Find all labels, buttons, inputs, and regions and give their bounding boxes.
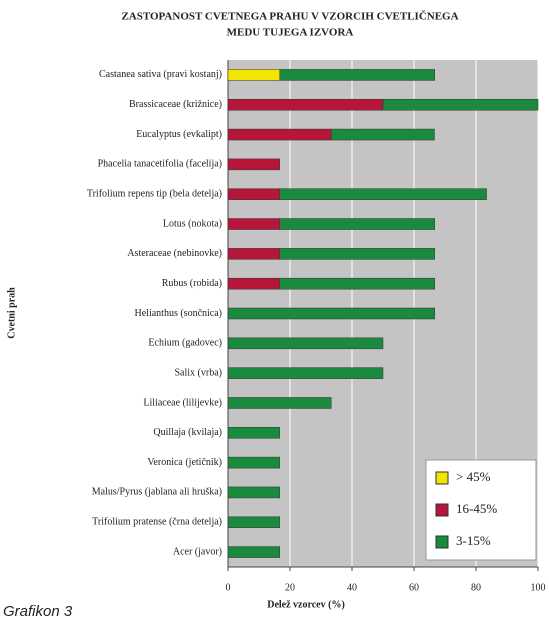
chart-title: MEDU TUJEGA IZVORA (227, 27, 354, 39)
y-tick-label: Trifolium pratense (črna detelja) (92, 517, 222, 528)
y-tick-label: Echium (gadovec) (148, 338, 222, 349)
bar-segment (227, 248, 281, 260)
bar-segment (227, 188, 281, 200)
bar-segment (227, 427, 281, 439)
y-tick-label: Malus/Pyrus (jablana ali hruška) (92, 487, 222, 498)
bar-segment (382, 98, 539, 111)
y-tick-label: Asteraceae (nebinovke) (127, 248, 222, 259)
bar-segment (279, 218, 436, 230)
y-tick-label: Salix (vrba) (175, 367, 223, 378)
legend-label: > 45% (456, 469, 491, 484)
bar-segment (227, 337, 384, 350)
legend-swatch (435, 503, 449, 517)
x-tick-label: 80 (471, 582, 481, 593)
y-tick-label: Trifolium repens tip (bela detelja) (87, 189, 222, 200)
x-tick-label: 100 (531, 582, 546, 593)
x-tick-label: 20 (285, 582, 295, 593)
y-tick-label: Liliaceae (lilijevke) (143, 397, 222, 408)
bar-segment (279, 69, 436, 81)
y-tick-label: Lotus (nokota) (163, 218, 222, 229)
y-tick-label: Helianthus (sončnica) (135, 308, 222, 319)
y-tick-label: Brassicaceae (križnice) (129, 99, 222, 110)
bar-segment (227, 456, 281, 469)
y-tick-label: Castanea sativa (pravi kostanj) (99, 69, 222, 80)
y-tick-label: Acer (javor) (173, 546, 222, 557)
bar-segment (227, 516, 281, 529)
y-tick-label: Rubus (robida) (162, 278, 222, 289)
caption: Grafikon 3 (3, 603, 73, 620)
y-axis-label: Cvetni prah (6, 287, 17, 339)
bar-segment (279, 188, 487, 200)
bar-segment (227, 307, 436, 320)
y-tick-label: Eucalyptus (evkalipt) (136, 129, 222, 140)
x-axis-label: Delež vzorcev (%) (267, 599, 345, 610)
bar-segment (227, 69, 281, 81)
y-tick-label: Phacelia tanacetifolia (facelija) (98, 159, 222, 170)
bar-segment (227, 218, 281, 230)
bar-segment (227, 367, 384, 379)
legend-swatch (435, 471, 449, 485)
x-tick-label: 40 (347, 582, 357, 593)
chart-title: ZASTOPANOST CVETNEGA PRAHU V VZORCIH CVE… (121, 10, 458, 23)
legend-label: 3-15% (456, 533, 491, 548)
bar-segment (279, 277, 436, 290)
bar-segment (227, 158, 281, 171)
y-tick-label: Quillaja (kvilaja) (153, 427, 222, 438)
bar-segment (279, 248, 436, 260)
bar-segment (227, 98, 384, 111)
bar-segment (227, 128, 332, 141)
bar-segment (227, 277, 281, 290)
legend-swatch (435, 535, 449, 549)
y-tick-label: Veronica (jetičnik) (147, 457, 222, 468)
bar-segment (330, 128, 435, 141)
bar-segment (227, 546, 281, 558)
x-tick-label: 0 (226, 582, 231, 593)
bar-segment (227, 486, 281, 499)
legend-label: 16-45% (456, 501, 497, 516)
bar-segment (227, 397, 332, 409)
x-tick-label: 60 (409, 582, 419, 593)
